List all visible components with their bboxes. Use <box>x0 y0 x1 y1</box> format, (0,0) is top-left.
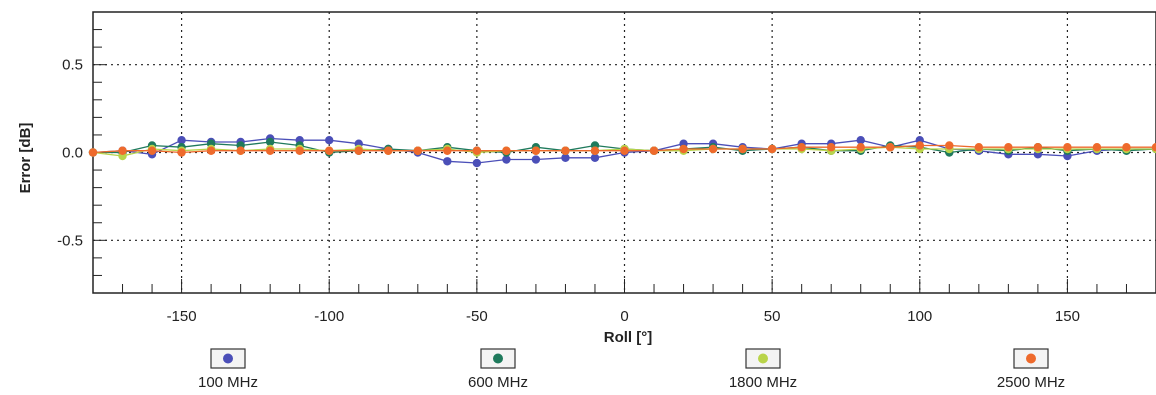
legend-marker <box>493 353 503 364</box>
legend-item: 600 MHz <box>468 348 528 391</box>
data-point <box>265 137 275 147</box>
data-point <box>295 146 304 155</box>
data-point <box>1151 143 1156 152</box>
legend-marker <box>1026 353 1036 364</box>
legend-marker <box>223 353 233 364</box>
data-point <box>590 153 600 162</box>
data-point <box>856 143 865 152</box>
data-point <box>443 157 452 166</box>
data-point <box>826 143 836 152</box>
series-layer <box>88 134 1156 168</box>
data-point <box>561 146 570 155</box>
data-point <box>502 146 511 155</box>
grid <box>93 12 1156 293</box>
x-tick-label: 100 <box>907 308 932 325</box>
data-point <box>590 146 600 155</box>
x-tick-label: 150 <box>1055 308 1080 325</box>
legend-label: 2500 MHz <box>997 374 1065 391</box>
data-point <box>325 136 334 145</box>
data-point <box>679 144 688 154</box>
data-point <box>443 146 452 155</box>
data-point <box>88 148 98 157</box>
data-point <box>974 143 984 152</box>
data-point <box>767 144 777 154</box>
data-point <box>325 146 334 155</box>
data-point <box>738 144 747 154</box>
data-point <box>472 158 482 168</box>
data-point <box>1033 143 1043 152</box>
legend-label: 600 MHz <box>468 374 528 391</box>
data-point <box>945 141 954 150</box>
data-point <box>413 146 423 155</box>
x-tick-label: 50 <box>764 308 781 325</box>
data-point <box>236 146 245 155</box>
data-point <box>1004 143 1013 152</box>
data-point <box>384 146 393 155</box>
legend-item: 100 MHz <box>198 348 258 391</box>
data-point <box>886 143 895 152</box>
data-point <box>206 146 216 155</box>
data-point <box>472 146 482 155</box>
legend-label: 1800 MHz <box>729 374 797 391</box>
data-point <box>708 144 718 154</box>
data-point <box>147 146 157 155</box>
x-tick-label: -150 <box>167 308 197 325</box>
data-point <box>1122 143 1131 152</box>
data-point <box>649 146 659 155</box>
data-point <box>797 143 806 152</box>
data-point <box>531 155 541 164</box>
x-tick-label: -50 <box>466 308 488 325</box>
data-point <box>354 146 363 155</box>
data-point <box>118 146 127 155</box>
legend: 100 MHz 600 MHz 1800 MHz 2500 MHz <box>198 348 1065 391</box>
data-point <box>1092 143 1102 152</box>
data-point <box>1063 143 1072 152</box>
x-axis-title: Roll [°] <box>604 329 653 346</box>
data-point <box>856 136 865 145</box>
y-tick-label: 0.0 <box>62 145 83 162</box>
data-point <box>561 153 570 162</box>
legend-marker <box>758 353 768 364</box>
data-point <box>620 146 629 155</box>
x-tick-label: -100 <box>314 308 344 325</box>
y-tick-label: -0.5 <box>57 232 83 249</box>
data-point <box>915 141 924 150</box>
y-axis-title: Error [dB] <box>17 123 34 194</box>
data-point <box>265 146 275 155</box>
data-point <box>502 155 511 164</box>
y-tick-label: 0.5 <box>62 57 83 74</box>
tick-labels: -150 -100 -50 0 50 100 150 0.5 0.0 -0.5 <box>57 57 1080 325</box>
data-point <box>531 146 541 155</box>
legend-label: 100 MHz <box>198 374 258 391</box>
x-tick-label: 0 <box>620 308 628 325</box>
legend-item: 1800 MHz <box>729 348 797 391</box>
data-point <box>177 136 186 145</box>
data-point <box>177 148 186 157</box>
legend-item: 2500 MHz <box>997 348 1065 391</box>
